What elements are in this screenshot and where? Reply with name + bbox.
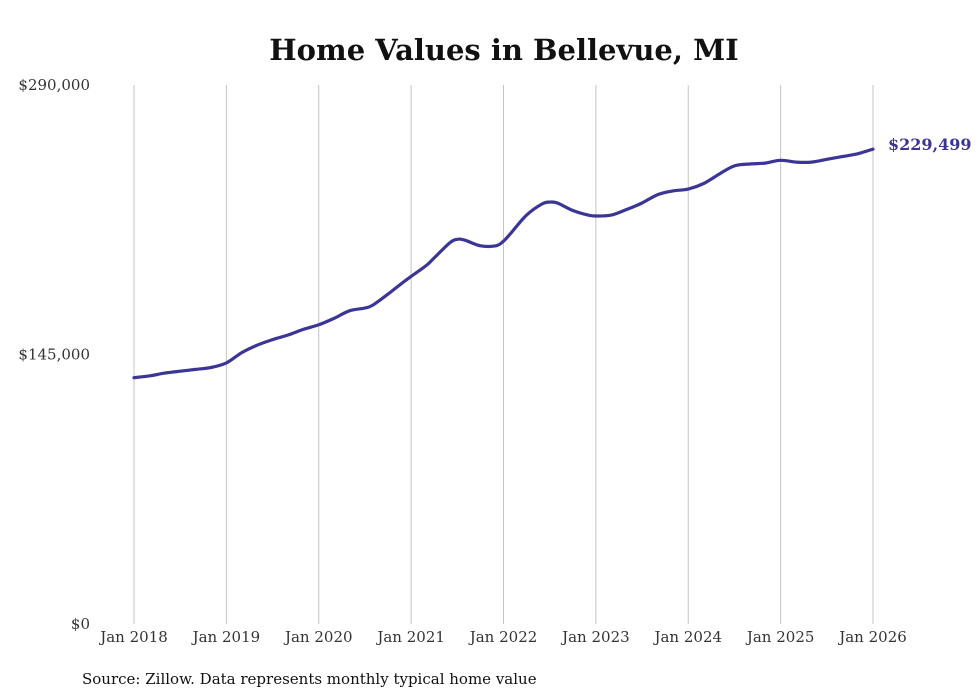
series-line	[132, 147, 875, 380]
x-axis-ticks: Jan 2018 Jan 2019 Jan 2020 Jan 2021 Jan 2022…	[98, 628, 907, 646]
end-value-label: $229,499	[888, 135, 972, 154]
x-tick-label: Jan 2023	[560, 628, 630, 646]
x-tick-label: Jan 2021	[375, 628, 445, 646]
x-tick-label: Jan 2020	[283, 628, 353, 646]
series-layer	[132, 147, 875, 380]
source-note: Source: Zillow. Data represents monthly …	[82, 670, 537, 688]
x-grid-lines	[133, 85, 874, 624]
x-tick-label: Jan 2025	[745, 628, 815, 646]
chart-title: Home Values in Bellevue, MI	[269, 33, 738, 67]
x-tick-label: Jan 2018	[98, 628, 168, 646]
y-tick-label: $0	[71, 615, 90, 633]
y-tick-label: $290,000	[18, 76, 90, 94]
x-tick-label: Jan 2022	[468, 628, 538, 646]
x-tick-label: Jan 2026	[837, 628, 907, 646]
y-tick-label: $145,000	[18, 346, 90, 364]
x-tick-label: Jan 2019	[191, 628, 261, 646]
y-axis-ticks: $0 $145,000 $290,000	[18, 76, 90, 633]
x-tick-label: Jan 2024	[652, 628, 722, 646]
